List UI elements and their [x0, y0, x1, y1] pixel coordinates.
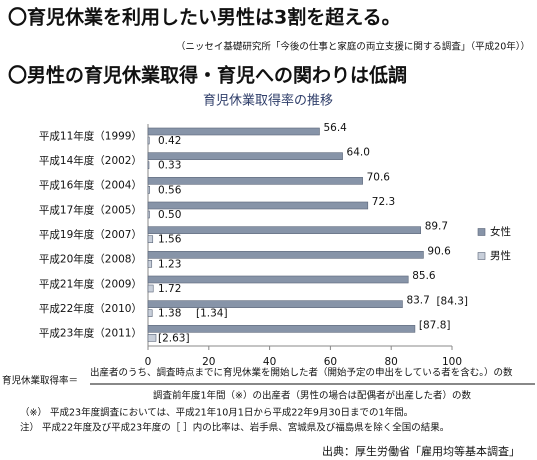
y-tick-label: 平成23年度（2011）	[39, 327, 142, 340]
y-tick-label: 平成19年度（2007）	[39, 228, 142, 241]
value-label: 64.0	[347, 147, 370, 159]
note: （※） 平成23年度調査においては、平成21年10月1日から平成22年9月30日…	[20, 407, 413, 419]
y-tick-label: 平成20年度（2008）	[39, 253, 142, 266]
y-tick-label: 平成11年度（1999）	[39, 129, 142, 142]
value-label: 0.50	[158, 209, 181, 221]
value-label: 72.3	[372, 196, 395, 208]
bar	[147, 161, 150, 169]
value-label: [87.8]	[419, 319, 451, 331]
value-label: 83.7	[406, 295, 429, 307]
annotation: [84.3]	[436, 296, 468, 308]
bar	[147, 235, 154, 243]
headline: 〇育児休業を利用したい男性は3割を超える。	[8, 6, 401, 29]
bar	[147, 284, 154, 293]
chart-title: 育児休業取得率の推移	[203, 93, 333, 109]
annotation: [1.34]	[196, 308, 228, 320]
bar	[147, 201, 369, 210]
y-tick-label: 平成22年度（2010）	[39, 302, 142, 315]
bar	[147, 300, 403, 308]
value-label: 1.72	[158, 283, 181, 295]
bar	[147, 127, 320, 136]
legend-swatch	[477, 252, 486, 260]
x-tick-label: 40	[263, 356, 276, 368]
source: 出典：厚生労働省「雇用均等基本調査」	[322, 444, 520, 458]
x-tick-label: 100	[442, 356, 462, 368]
value-label: 89.7	[425, 221, 448, 233]
value-label: 1.23	[158, 258, 181, 270]
y-tick-label: 平成17年度（2005）	[39, 203, 142, 216]
subtitle: （ニッセイ基礎研究所「今後の仕事と家庭の両立支援に関する調査」（平成20年））	[176, 41, 530, 53]
value-label: [2.63]	[158, 332, 190, 344]
formula-denominator: 調査前年度1年間（※）の出産者（男性の場合は配偶者が出産した者）の数	[153, 390, 472, 402]
x-tick-label: 0	[145, 356, 152, 368]
legend-label: 男性	[490, 249, 511, 262]
note: 注） 平成22年度及び平成23年度の［ ］内の比率は、岩手県、宮城県及び福島県を…	[20, 422, 449, 434]
value-label: 1.56	[158, 234, 182, 246]
headline: 〇男性の育児休業取得・育児への関わりは低調	[8, 64, 407, 87]
bar	[147, 152, 343, 160]
value-label: 0.42	[158, 135, 181, 147]
bar	[147, 309, 153, 317]
x-tick-label: 20	[202, 356, 215, 368]
value-label: 56.4	[323, 122, 347, 134]
bar	[147, 325, 416, 333]
value-label: 85.6	[412, 270, 436, 282]
bar	[147, 186, 151, 194]
y-tick-label: 平成14年度（2002）	[39, 154, 142, 167]
bar	[147, 275, 409, 284]
value-label: 0.56	[158, 184, 182, 196]
value-label: 70.6	[367, 171, 391, 183]
bar	[147, 251, 424, 259]
y-tick-label: 平成21年度（2009）	[39, 277, 142, 290]
x-tick-label: 60	[324, 356, 337, 368]
legend-label: 女性	[490, 225, 511, 238]
legend-swatch	[477, 228, 486, 236]
bar	[147, 260, 153, 268]
bar	[147, 177, 363, 185]
bar	[147, 226, 421, 234]
x-tick-label: 80	[385, 356, 398, 368]
formula-lhs: 育児休業取得率＝	[2, 375, 78, 387]
y-tick-label: 平成16年度（2004）	[39, 179, 142, 192]
value-label: 90.6	[427, 245, 451, 257]
bar	[147, 210, 150, 219]
bar	[147, 334, 157, 342]
value-label: 1.38	[158, 308, 181, 320]
bar	[147, 136, 150, 145]
value-label: 0.33	[158, 160, 181, 172]
formula-numerator: 出産者のうち、調査時点までに育児休業を開始した者（開始予定の申出をしている者を含…	[90, 367, 513, 379]
